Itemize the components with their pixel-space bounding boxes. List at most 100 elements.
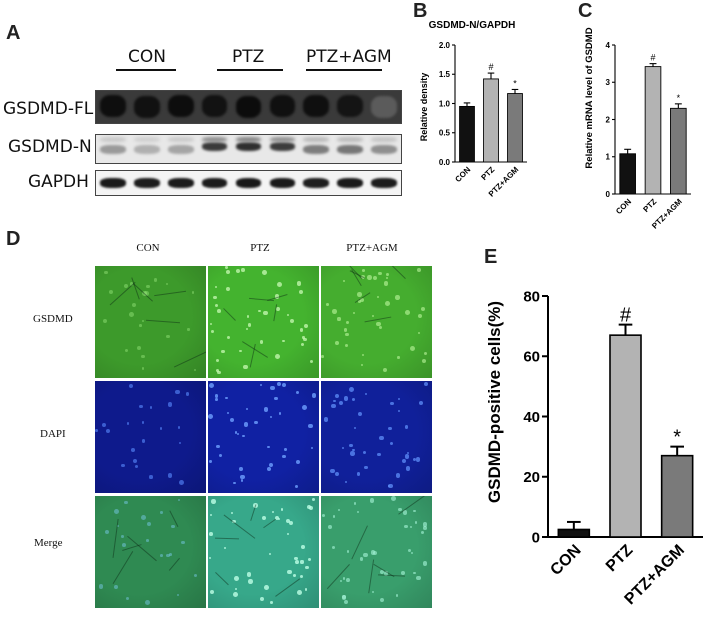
cell-nucleus bbox=[167, 402, 173, 407]
blot-band bbox=[337, 145, 364, 154]
significance-marker: * bbox=[677, 93, 681, 103]
cell-nucleus bbox=[384, 301, 390, 307]
cell-nucleus bbox=[131, 447, 135, 452]
cell-nucleus bbox=[103, 318, 107, 323]
cell-nucleus bbox=[141, 354, 145, 359]
micrograph-row-dapi: DAPI bbox=[40, 428, 66, 440]
cell-nucleus bbox=[304, 323, 309, 329]
cell-nucleus bbox=[166, 334, 170, 338]
cell-nucleus bbox=[209, 514, 212, 517]
cell-nucleus bbox=[185, 392, 190, 396]
y-tick-label: 4 bbox=[606, 41, 611, 50]
blot-band bbox=[167, 178, 194, 188]
blot-band bbox=[337, 95, 364, 117]
cell-nucleus bbox=[296, 281, 302, 286]
cell-nucleus bbox=[275, 294, 280, 299]
cell-nucleus bbox=[270, 385, 275, 390]
cell-nucleus bbox=[344, 481, 347, 484]
y-tick-label: 0.0 bbox=[439, 158, 451, 167]
cell-nucleus bbox=[141, 290, 147, 296]
cell-nucleus bbox=[416, 575, 422, 581]
cell-nucleus bbox=[359, 297, 364, 302]
cell-nucleus bbox=[239, 349, 242, 353]
blot-condition-bar-ptz-agm bbox=[306, 69, 382, 71]
cell-nucleus bbox=[326, 303, 330, 306]
y-tick-label: 2 bbox=[606, 115, 611, 124]
cell-nucleus bbox=[235, 587, 238, 590]
cell-nucleus bbox=[259, 597, 264, 602]
cell-nucleus bbox=[305, 565, 309, 570]
blot-condition-ptz-agm: PTZ+AGM bbox=[306, 47, 392, 67]
cell-nucleus bbox=[343, 396, 349, 402]
cell-nucleus bbox=[404, 454, 409, 459]
micrograph-column-ptz-agm: PTZ+AGM bbox=[346, 242, 398, 254]
cell-nucleus bbox=[390, 496, 396, 502]
cell-nucleus bbox=[166, 553, 170, 558]
cell-nucleus bbox=[225, 269, 231, 275]
cell-nucleus bbox=[379, 570, 384, 575]
micrograph-column-con: CON bbox=[136, 242, 160, 254]
cell-process bbox=[215, 572, 229, 585]
cell-nucleus bbox=[280, 508, 284, 512]
cell-process bbox=[112, 518, 119, 558]
x-tick-label: CON bbox=[453, 165, 472, 184]
y-tick-label: 0 bbox=[606, 190, 611, 199]
cell-nucleus bbox=[135, 464, 139, 469]
cell-nucleus bbox=[168, 552, 172, 556]
cell-nucleus bbox=[345, 332, 349, 337]
cell-nucleus bbox=[285, 519, 291, 524]
blot-band bbox=[269, 142, 296, 151]
cell-nucleus bbox=[225, 287, 230, 292]
cell-nucleus bbox=[359, 557, 364, 561]
significance-marker: # bbox=[488, 62, 493, 72]
blot-band bbox=[269, 95, 296, 117]
y-tick-label: 1.0 bbox=[439, 99, 451, 108]
cell-nucleus bbox=[240, 478, 244, 482]
blot-band bbox=[269, 137, 296, 142]
cell-nucleus bbox=[339, 579, 343, 582]
cell-nucleus bbox=[338, 400, 344, 406]
cell-nucleus bbox=[141, 439, 145, 443]
cell-nucleus bbox=[160, 553, 163, 557]
cell-process bbox=[327, 563, 351, 589]
cell-nucleus bbox=[412, 457, 416, 462]
cell-nucleus bbox=[131, 303, 137, 308]
micrograph-gsdmd-ptz bbox=[208, 266, 319, 378]
cell-process bbox=[223, 308, 237, 322]
cell-nucleus bbox=[343, 280, 346, 283]
micrograph-row-gsdmd: GSDMD bbox=[33, 313, 73, 325]
cell-nucleus bbox=[105, 429, 110, 434]
cell-nucleus bbox=[390, 442, 394, 446]
cell-nucleus bbox=[124, 348, 129, 353]
x-tick-label: CON bbox=[614, 197, 633, 216]
cell-nucleus bbox=[139, 324, 142, 327]
x-tick-label: PTZ bbox=[641, 197, 658, 214]
cell-nucleus bbox=[141, 319, 145, 323]
cell-nucleus bbox=[414, 521, 418, 524]
cell-nucleus bbox=[383, 571, 388, 576]
cell-nucleus bbox=[165, 282, 169, 286]
cell-nucleus bbox=[227, 412, 230, 415]
chart-c: Relative mRNA level of GSDMD 0 1 2 3 4 CON # PT… bbox=[584, 27, 691, 231]
cell-nucleus bbox=[242, 434, 245, 437]
cell-nucleus bbox=[194, 573, 198, 578]
cell-nucleus bbox=[269, 462, 274, 467]
cell-nucleus bbox=[422, 561, 427, 566]
cell-nucleus bbox=[308, 505, 314, 511]
cell-nucleus bbox=[337, 508, 340, 511]
cell-nucleus bbox=[262, 515, 267, 520]
blot-band bbox=[269, 178, 296, 188]
cell-nucleus bbox=[299, 328, 303, 332]
micrograph-grid bbox=[95, 266, 434, 608]
cell-nucleus bbox=[153, 278, 158, 282]
cell-nucleus bbox=[276, 307, 281, 312]
cell-nucleus bbox=[346, 321, 350, 325]
western-blot-gsdmd-fl bbox=[95, 90, 402, 124]
cell-nucleus bbox=[397, 410, 401, 413]
cell-nucleus bbox=[423, 352, 427, 356]
cell-process bbox=[214, 537, 239, 540]
chart-b: GSDMD-N/GAPDH Relative density 0.0 0.5 1.0… bbox=[419, 20, 527, 199]
cell-nucleus bbox=[361, 353, 365, 356]
cell-nucleus bbox=[225, 396, 229, 400]
cell-nucleus bbox=[114, 585, 118, 589]
